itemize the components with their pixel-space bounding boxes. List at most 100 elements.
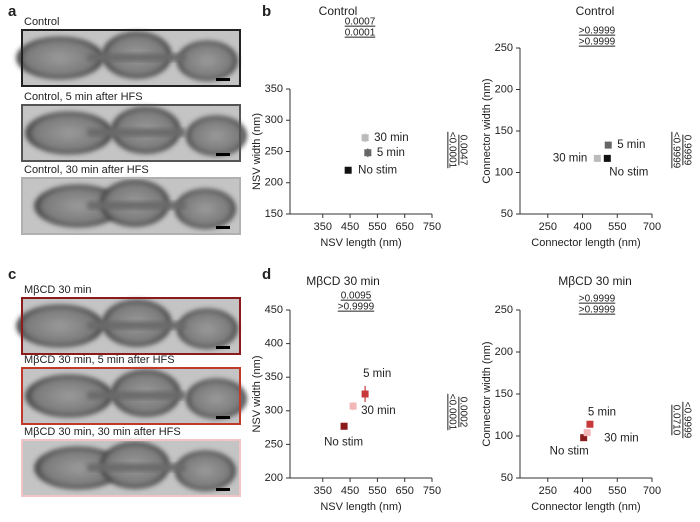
image-label: Control <box>24 16 59 28</box>
y-tick-label: 400 <box>265 338 283 350</box>
image-label: Control, 30 min after HFS <box>24 164 149 176</box>
point-label: No stim <box>324 436 363 448</box>
point <box>364 149 372 157</box>
connector <box>87 201 186 210</box>
y-tick-label: 200 <box>495 346 513 358</box>
panel-letter: a <box>8 3 17 20</box>
p-value: 0.0047 <box>457 135 468 166</box>
x-tick-label: 350 <box>314 221 332 233</box>
point <box>349 402 357 410</box>
p-value: 0.0710 <box>670 405 681 436</box>
y-tick-label: 100 <box>495 430 513 442</box>
image-border <box>21 367 241 425</box>
y-axis-label: NSV width (nm) <box>251 113 263 190</box>
x-axis-label: Connector length (nm) <box>531 501 640 513</box>
x-tick-label: 750 <box>423 221 441 233</box>
vesicle <box>25 111 113 155</box>
image-border <box>21 439 241 497</box>
chart-title: Control <box>576 4 615 18</box>
y-tick-label: 150 <box>495 388 513 400</box>
vesicle <box>16 304 104 348</box>
image-border <box>21 297 241 355</box>
y-tick-label: 50 <box>501 472 513 484</box>
x-tick-label: 700 <box>643 221 661 233</box>
scale-bar <box>216 153 230 156</box>
vesicle <box>176 40 238 81</box>
x-tick-label: 350 <box>314 485 332 497</box>
image-label: MβCD 30 min, 30 min after HFS <box>24 426 181 438</box>
point <box>340 422 348 430</box>
p-value: >0.9999 <box>338 302 375 313</box>
y-axis-label: Connector width (nm) <box>481 341 493 446</box>
panel-letter: d <box>262 266 271 283</box>
x-tick-label: 400 <box>573 221 591 233</box>
micrograph <box>16 297 241 355</box>
x-tick-label: 550 <box>368 221 386 233</box>
y-axis-label: NSV width (nm) <box>251 355 263 432</box>
point-label: No stim <box>550 446 589 458</box>
x-tick-label: 700 <box>643 485 661 497</box>
vesicle <box>174 450 236 491</box>
p-value: >0.9999 <box>579 305 616 316</box>
point-label: 5 min <box>377 147 405 159</box>
point <box>583 429 591 437</box>
point <box>361 134 369 142</box>
x-tick-label: 550 <box>608 221 626 233</box>
chart-title: MβCD 30 min <box>558 274 632 288</box>
point <box>604 141 612 149</box>
panel-letter: c <box>8 266 16 283</box>
y-tick-label: 50 <box>501 208 513 220</box>
connector <box>87 391 186 400</box>
x-tick-label: 650 <box>396 485 414 497</box>
image-label: Control, 5 min after HFS <box>24 91 143 103</box>
point-label: 30 min <box>553 152 588 164</box>
x-tick-label: 450 <box>341 485 359 497</box>
x-tick-label: 550 <box>368 485 386 497</box>
point <box>586 420 594 428</box>
x-tick-label: 250 <box>539 221 557 233</box>
point-label: 5 min <box>588 406 616 418</box>
x-tick-label: 250 <box>539 485 557 497</box>
p-value: 0.0095 <box>341 291 372 302</box>
y-axis-label: Connector width (nm) <box>481 78 493 183</box>
y-tick-label: 200 <box>265 177 283 189</box>
image-border <box>21 29 241 87</box>
image-label: MβCD 30 min <box>24 284 91 296</box>
p-value: <0.0001 <box>446 132 457 169</box>
scale-bar <box>216 78 230 81</box>
y-tick-label: 450 <box>265 304 283 316</box>
y-tick-label: 150 <box>495 125 513 137</box>
image-label: MβCD 30 min, 5 min after HFS <box>24 354 175 366</box>
y-tick-label: 350 <box>265 83 283 95</box>
connector <box>87 53 186 62</box>
panel-letter: b <box>262 3 271 20</box>
point-label: 30 min <box>604 433 639 445</box>
x-axis-label: NSV length (nm) <box>320 501 401 513</box>
micrograph <box>21 367 247 425</box>
vesicle <box>174 188 236 229</box>
point-label: 5 min <box>617 139 645 151</box>
vesicle <box>34 446 122 490</box>
y-tick-label: 300 <box>265 114 283 126</box>
point <box>344 166 352 174</box>
vesicle <box>25 374 113 418</box>
y-tick-label: 250 <box>265 438 283 450</box>
micrograph <box>21 177 241 235</box>
vesicle <box>34 184 122 228</box>
scale-bar <box>216 226 230 229</box>
point-label: No stim <box>358 164 397 176</box>
x-axis-label: Connector length (nm) <box>531 237 640 249</box>
x-tick-label: 400 <box>573 485 591 497</box>
y-tick-label: 150 <box>265 208 283 220</box>
scale-bar <box>216 488 230 491</box>
x-tick-label: 750 <box>423 485 441 497</box>
point-label: 5 min <box>363 368 391 380</box>
y-tick-label: 300 <box>265 405 283 417</box>
point <box>603 154 611 162</box>
vesicle <box>185 378 247 419</box>
image-border <box>21 104 241 162</box>
chart-title: Control <box>319 4 358 18</box>
point-label: No stim <box>609 166 648 178</box>
p-value: >0.9999 <box>579 294 616 305</box>
